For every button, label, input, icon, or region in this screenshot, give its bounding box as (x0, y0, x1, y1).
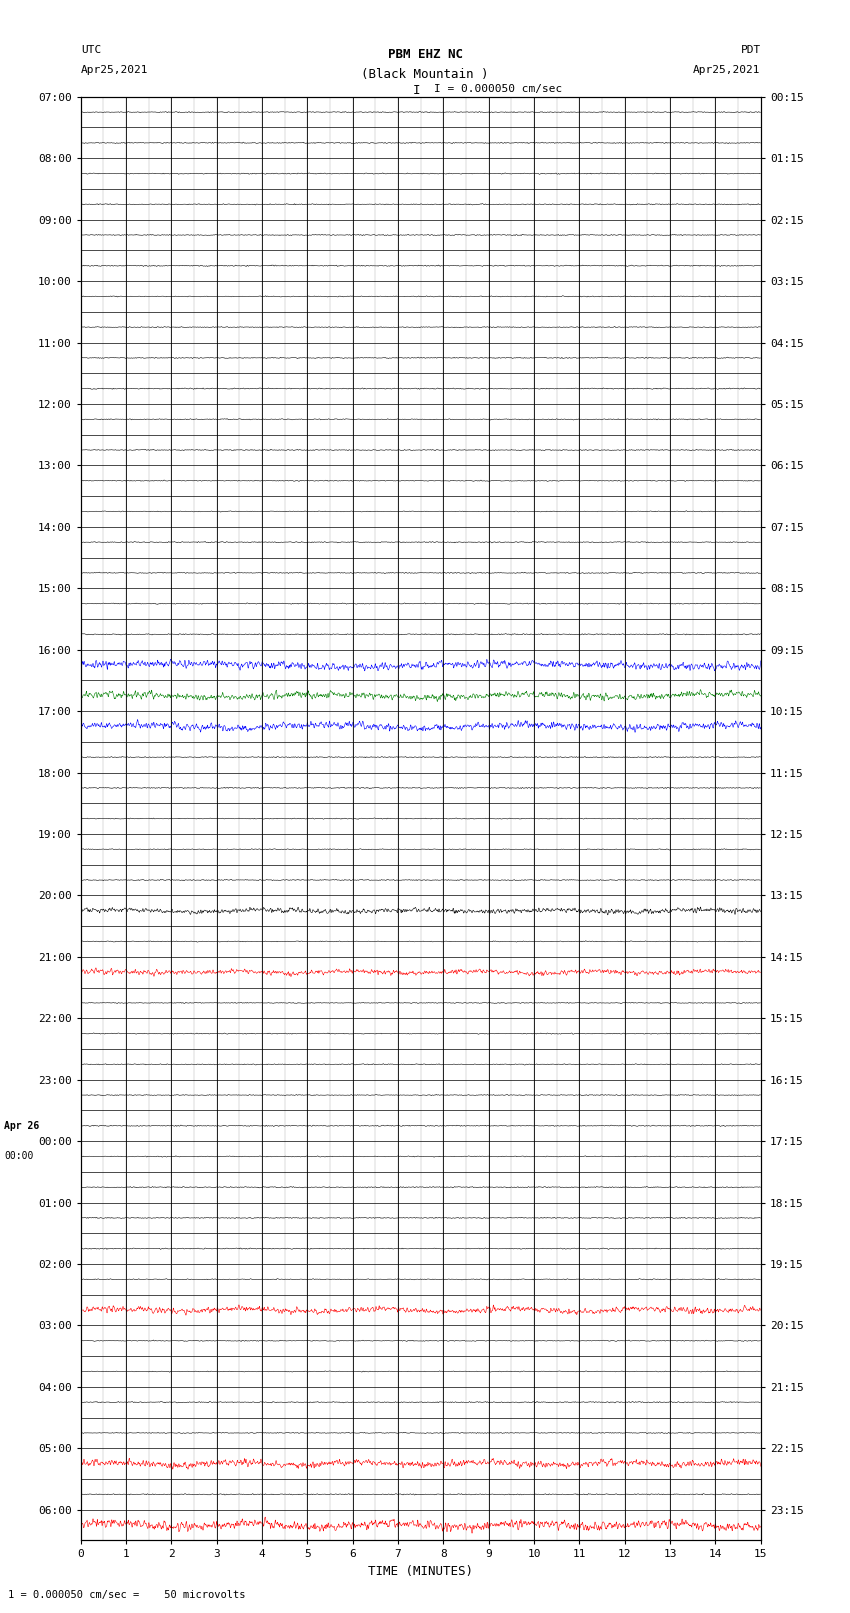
Text: Apr25,2021: Apr25,2021 (81, 65, 148, 74)
Text: 00:00: 00:00 (4, 1150, 34, 1161)
Text: (Black Mountain ): (Black Mountain ) (361, 68, 489, 81)
Text: I = 0.000050 cm/sec: I = 0.000050 cm/sec (434, 84, 562, 94)
Text: PBM EHZ NC: PBM EHZ NC (388, 48, 462, 61)
Text: 1 = 0.000050 cm/sec =    50 microvolts: 1 = 0.000050 cm/sec = 50 microvolts (8, 1590, 246, 1600)
Text: PDT: PDT (740, 45, 761, 55)
Text: Apr 26: Apr 26 (4, 1121, 39, 1131)
Text: UTC: UTC (81, 45, 101, 55)
Text: Apr25,2021: Apr25,2021 (694, 65, 761, 74)
Text: I: I (413, 84, 420, 97)
X-axis label: TIME (MINUTES): TIME (MINUTES) (368, 1565, 473, 1578)
